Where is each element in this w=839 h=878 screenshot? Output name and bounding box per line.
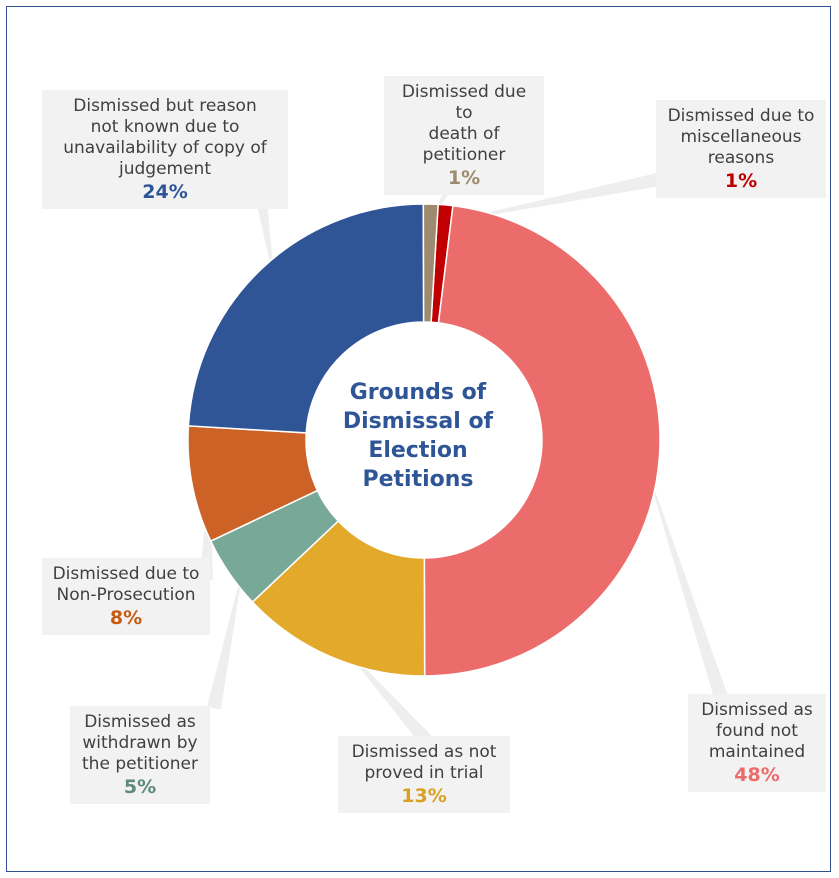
label-found: Dismissed as found not maintained 48% [688, 694, 826, 792]
label-unknown-line: judgement [119, 159, 211, 179]
label-found-line: found not [716, 721, 798, 741]
label-nonpros-line: Non-Prosecution [56, 585, 196, 605]
donut-slice [423, 204, 661, 677]
label-death: Dismissed due to death of petitioner 1% [384, 76, 544, 195]
label-trial: Dismissed as not proved in trial 13% [338, 736, 510, 813]
label-trial-pct: 13% [401, 785, 447, 807]
label-misc-line: reasons [707, 148, 775, 168]
label-unknown-line: unavailability of copy of [63, 138, 267, 158]
leader-line [207, 563, 245, 710]
donut-slices [187, 203, 661, 677]
label-trial-line: Dismissed as not [351, 742, 497, 762]
label-withdrawn-pct: 5% [123, 776, 157, 798]
label-nonpros-line: Dismissed due to [52, 564, 200, 584]
label-found-line: maintained [708, 742, 806, 762]
leader-line [443, 171, 668, 223]
label-death-line: Dismissed due to [401, 82, 527, 123]
label-withdrawn: Dismissed as withdrawn by the petitioner… [70, 706, 210, 804]
label-misc: Dismissed due to miscellaneous reasons 1… [656, 100, 826, 198]
label-death-pct: 1% [447, 167, 481, 189]
donut-slice [422, 203, 439, 324]
chart-title: Grounds of Dismissal of Election Petitio… [342, 380, 494, 492]
donut-slice [187, 203, 425, 434]
label-unknown-line: Dismissed but reason [73, 96, 257, 116]
leader-line [641, 453, 729, 703]
label-death-line: death of [428, 124, 500, 144]
label-unknown: Dismissed but reason not known due to un… [42, 90, 288, 209]
label-withdrawn-line: withdrawn by [82, 733, 198, 753]
label-unknown-pct: 24% [142, 181, 188, 203]
label-misc-line: Dismissed due to [667, 106, 815, 126]
label-misc-line: miscellaneous [680, 127, 802, 147]
label-withdrawn-line: Dismissed as [84, 712, 196, 732]
label-death-line: petitioner [422, 145, 506, 165]
label-misc-pct: 1% [724, 170, 758, 192]
label-nonpros: Dismissed due to Non-Prosecution 8% [42, 558, 210, 635]
label-found-line: Dismissed as [701, 700, 813, 720]
label-withdrawn-line: the petitioner [82, 754, 198, 774]
label-trial-line: proved in trial [364, 763, 484, 783]
label-found-pct: 48% [734, 764, 780, 786]
label-unknown-line: not known due to [90, 117, 240, 137]
donut-slice [251, 519, 426, 677]
label-nonpros-pct: 8% [109, 607, 143, 629]
